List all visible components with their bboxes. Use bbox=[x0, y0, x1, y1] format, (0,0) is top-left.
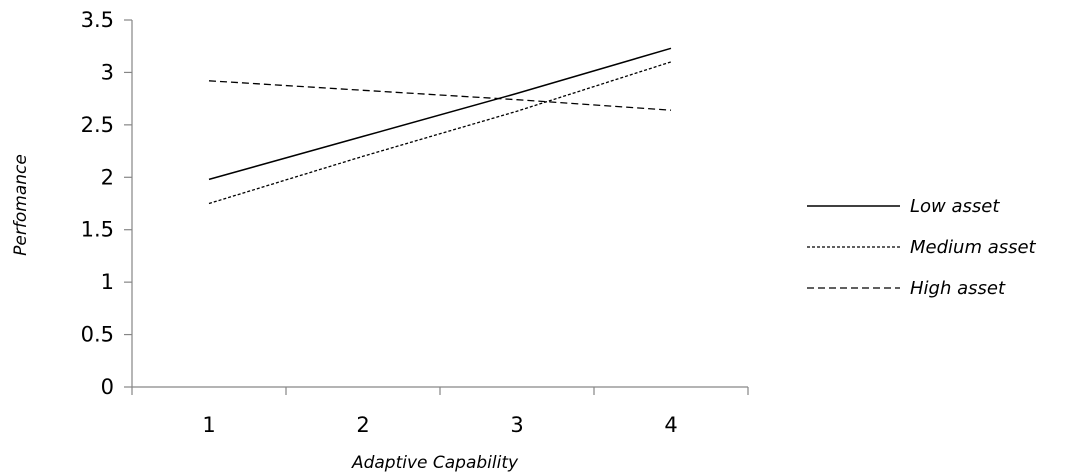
y-tick-label: 2 bbox=[101, 165, 114, 189]
y-tick-label: 3 bbox=[101, 60, 114, 84]
y-tick-label: 0.5 bbox=[81, 323, 114, 347]
legend-label: Medium asset bbox=[910, 237, 1037, 258]
series-group bbox=[208, 47, 672, 205]
series-line-medium-asset bbox=[208, 61, 672, 205]
y-tick-label: 1 bbox=[101, 270, 114, 294]
x-axis-title: Adaptive Capability bbox=[351, 453, 519, 473]
x-tick-label: 2 bbox=[356, 413, 369, 437]
legend-label: High asset bbox=[910, 278, 1006, 299]
axes: 0 0.5 1 1.5 2 2.5 3 3.5 1 2 3 4 bbox=[81, 8, 749, 437]
y-tick-label: 1.5 bbox=[81, 218, 114, 242]
y-tick-label: 3.5 bbox=[81, 8, 114, 32]
x-tick-label: 1 bbox=[202, 413, 215, 437]
y-axis-title: Perfomance bbox=[11, 154, 31, 256]
legend: Low asset Medium asset High asset bbox=[807, 196, 1037, 299]
legend-label: Low asset bbox=[910, 196, 1000, 217]
x-tick-label: 4 bbox=[664, 413, 677, 437]
series-line-low-asset bbox=[208, 47, 672, 181]
y-tick-label: 2.5 bbox=[81, 113, 114, 137]
y-tick-label: 0 bbox=[101, 375, 114, 399]
x-tick-label: 3 bbox=[510, 413, 523, 437]
series-line-high-asset bbox=[208, 80, 672, 111]
